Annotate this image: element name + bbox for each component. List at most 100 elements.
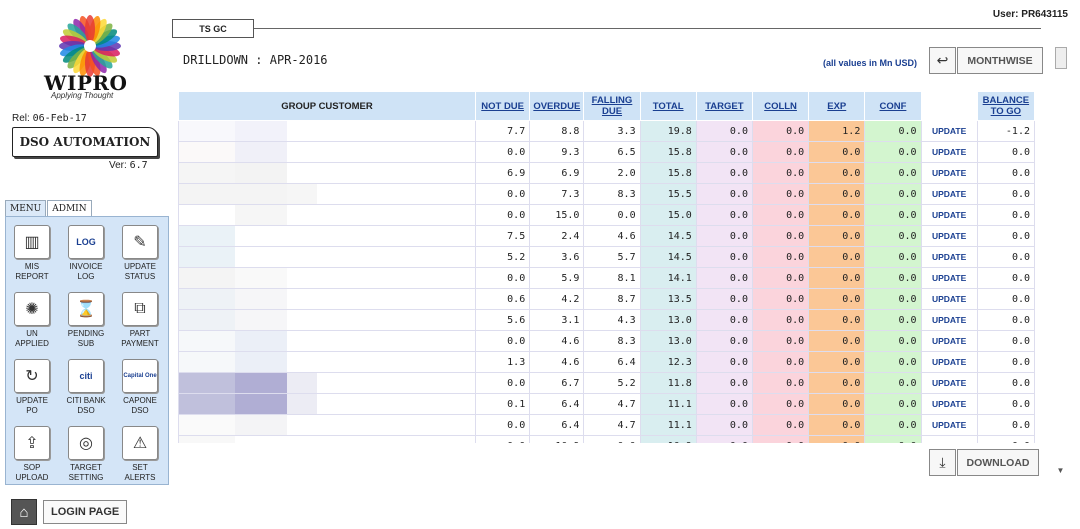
update-link[interactable]: UPDATE	[920, 351, 978, 373]
cell-target: 0.0	[695, 372, 753, 394]
cell-target: 0.0	[695, 183, 753, 205]
update-link[interactable]: UPDATE	[920, 183, 978, 205]
col-falling-due-link[interactable]: FALLING DUE	[591, 95, 633, 117]
menu-item-alert[interactable]: ⚠ SET ALERTS	[120, 426, 160, 483]
col-exp[interactable]: EXP	[808, 91, 866, 121]
cell-group-customer[interactable]	[178, 414, 477, 436]
table-row: 1.3 4.6 6.4 12.3 0.0 0.0 0.0 0.0 UPDATE 0.0	[178, 351, 1035, 373]
scrollbar-thumb[interactable]	[1055, 47, 1067, 69]
cell-balance: 0.0	[976, 309, 1035, 331]
cell-group-customer[interactable]	[178, 288, 477, 310]
cell-group-customer[interactable]	[178, 330, 477, 352]
menu-item-unapplied[interactable]: ✺ UN APPLIED	[12, 292, 52, 349]
cell-group-customer[interactable]	[178, 162, 477, 184]
update-link[interactable]: UPDATE	[920, 414, 978, 436]
update-link[interactable]: UPDATE	[920, 267, 978, 289]
update-link[interactable]: UPDATE	[920, 225, 978, 247]
cell-group-customer[interactable]	[178, 225, 477, 247]
col-total-link[interactable]: TOTAL	[652, 100, 684, 112]
col-falling-due[interactable]: FALLING DUE	[583, 91, 641, 121]
cell-not-due: 0.0	[475, 330, 531, 352]
tab-menu[interactable]: MENU	[5, 200, 47, 217]
cell-overdue: 2.4	[529, 225, 585, 247]
update-link[interactable]: UPDATE	[920, 120, 978, 142]
menu-grid: ▥ MIS REPORT LOG INVOICE LOG ✎ UPDATE STATUS ✺…	[12, 225, 160, 483]
cell-group-customer[interactable]	[178, 309, 477, 331]
redacted-block	[235, 436, 287, 443]
col-colln[interactable]: COLLN	[751, 91, 810, 121]
hourglass-icon: ⌛	[68, 292, 104, 326]
col-target-link[interactable]: TARGET	[705, 100, 744, 112]
col-overdue[interactable]: OVERDUE	[529, 91, 585, 121]
download-icon[interactable]: ⤓	[929, 449, 956, 476]
cell-group-customer[interactable]	[178, 120, 477, 142]
tab-divider	[252, 28, 1041, 29]
cell-group-customer[interactable]	[178, 141, 477, 163]
vertical-scrollbar[interactable]: ▼	[1054, 46, 1067, 478]
cell-group-customer[interactable]	[178, 351, 477, 373]
version-info: Ver: 6.7	[109, 160, 148, 171]
col-conf-link[interactable]: CONF	[879, 100, 907, 112]
menu-item-refresh[interactable]: ↻ UPDATE PO	[12, 359, 52, 416]
menu-item-citi-logo[interactable]: citi CITI BANK DSO	[66, 359, 106, 416]
update-link[interactable]: UPDATE	[920, 309, 978, 331]
update-link[interactable]: UPDATE	[920, 330, 978, 352]
col-balance[interactable]: BALANCE TO GO	[976, 91, 1035, 121]
update-link[interactable]: UPDATE	[920, 372, 978, 394]
cell-group-customer[interactable]	[178, 204, 477, 226]
menu-item-log[interactable]: LOG INVOICE LOG	[66, 225, 106, 282]
cell-group-customer[interactable]	[178, 372, 477, 394]
redacted-block	[179, 352, 235, 372]
col-overdue-link[interactable]: OVERDUE	[533, 100, 581, 112]
update-link[interactable]: UPDATE	[920, 246, 978, 268]
cell-colln: 0.0	[751, 183, 810, 205]
cell-group-customer[interactable]	[178, 267, 477, 289]
redacted-block	[287, 373, 317, 393]
scroll-down-arrow[interactable]: ▼	[1056, 465, 1065, 475]
update-link[interactable]: UPDATE	[920, 435, 978, 443]
menu-item-hourglass[interactable]: ⌛ PENDING SUB	[66, 292, 106, 349]
col-colln-link[interactable]: COLLN	[764, 100, 797, 112]
tab-ts-gc[interactable]: TS GC	[172, 19, 254, 38]
cell-group-customer[interactable]	[178, 435, 477, 443]
back-icon[interactable]: ↩	[929, 47, 956, 74]
menu-item-target[interactable]: ◎ TARGET SETTING	[66, 426, 106, 483]
menu-item-capital-one-logo[interactable]: Capital One CAPONE DSO	[120, 359, 160, 416]
cell-exp: 1.2	[808, 120, 866, 142]
menu-item-report[interactable]: ▥ MIS REPORT	[12, 225, 52, 282]
cell-colln: 0.0	[751, 351, 810, 373]
cell-group-customer[interactable]	[178, 183, 477, 205]
col-conf[interactable]: CONF	[864, 91, 922, 121]
redacted-block	[179, 163, 235, 183]
update-link[interactable]: UPDATE	[920, 393, 978, 415]
cell-falling-due: 6.5	[583, 141, 641, 163]
col-total[interactable]: TOTAL	[639, 91, 697, 121]
col-balance-link[interactable]: BALANCE TO GO	[982, 95, 1030, 117]
update-link[interactable]: UPDATE	[920, 162, 978, 184]
menu-item-label: CITI BANK DSO	[66, 396, 106, 415]
download-button[interactable]: DOWNLOAD	[957, 449, 1039, 476]
menu-item-edit-status[interactable]: ✎ UPDATE STATUS	[120, 225, 160, 282]
cell-target: 0.0	[695, 162, 753, 184]
cell-conf: 0.0	[864, 267, 922, 289]
col-not-due[interactable]: NOT DUE	[475, 91, 531, 121]
update-link[interactable]: UPDATE	[920, 204, 978, 226]
col-not-due-link[interactable]: NOT DUE	[481, 100, 524, 112]
update-link[interactable]: UPDATE	[920, 141, 978, 163]
cell-falling-due: 4.6	[583, 225, 641, 247]
menu-item-upload-doc[interactable]: ⇪ SOP UPLOAD	[12, 426, 52, 483]
login-page-button[interactable]: ⌂ LOGIN PAGE	[11, 499, 128, 525]
menu-item-part-payment[interactable]: ⧉ PART PAYMENT	[120, 292, 160, 349]
redacted-block	[179, 268, 235, 288]
cell-group-customer[interactable]	[178, 246, 477, 268]
monthwise-button[interactable]: MONTHWISE	[957, 47, 1043, 74]
redacted-block	[287, 226, 317, 246]
cell-overdue: 4.6	[529, 330, 585, 352]
logo-tagline: Applying Thought	[51, 91, 114, 100]
redacted-block	[287, 121, 317, 141]
col-target[interactable]: TARGET	[695, 91, 753, 121]
col-exp-link[interactable]: EXP	[827, 100, 847, 112]
tab-admin[interactable]: ADMIN	[47, 200, 92, 217]
cell-group-customer[interactable]	[178, 393, 477, 415]
update-link[interactable]: UPDATE	[920, 288, 978, 310]
